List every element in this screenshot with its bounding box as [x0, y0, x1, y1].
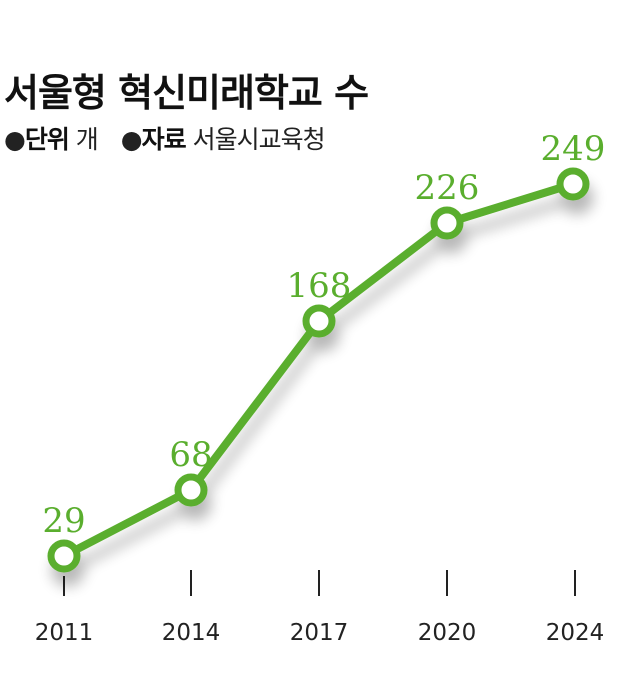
data-label: 249: [541, 129, 606, 169]
series-line: [60, 180, 577, 560]
unit-value: 개: [75, 125, 99, 154]
data-series: [47, 167, 590, 573]
unit-label: 단위: [24, 125, 70, 154]
data-label: 68: [169, 435, 212, 475]
data-point: [302, 304, 336, 338]
x-tick-label: 2017: [290, 620, 349, 646]
bullet-icon: ●: [120, 125, 143, 154]
data-label: 29: [42, 501, 85, 541]
data-point: [430, 206, 464, 240]
source-label: 자료: [141, 125, 187, 154]
x-tick-label: 2014: [162, 620, 221, 646]
source-value: 서울시교육청: [192, 125, 326, 154]
data-point: [174, 473, 208, 507]
x-tick-label: 2024: [546, 620, 605, 646]
x-tick-label: 2020: [418, 620, 477, 646]
data-point: [47, 539, 81, 573]
data-labels: 29 68 168 226 249: [42, 129, 605, 541]
x-tick-label: 2011: [35, 620, 94, 646]
data-point: [556, 167, 590, 201]
data-label: 168: [287, 266, 352, 306]
bullet-icon: ●: [4, 125, 26, 154]
x-axis-ticks: [63, 570, 576, 596]
chart-meta: ●단위 개 ●자료 서울시교육청: [4, 120, 326, 156]
x-axis-labels: 2011 2014 2017 2020 2024: [35, 620, 605, 646]
data-label: 226: [415, 168, 480, 208]
chart-title: 서울형 혁신미래학교 수: [4, 71, 369, 115]
